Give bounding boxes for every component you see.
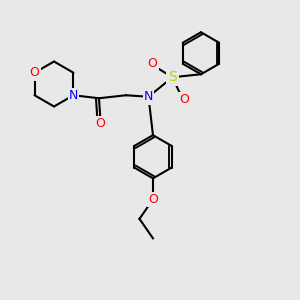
Text: S: S xyxy=(168,70,177,84)
Text: O: O xyxy=(148,193,158,206)
Text: O: O xyxy=(95,117,105,130)
Text: N: N xyxy=(69,89,78,102)
Text: O: O xyxy=(30,66,40,79)
Text: O: O xyxy=(179,93,189,106)
Text: N: N xyxy=(144,90,153,103)
Text: O: O xyxy=(147,57,157,70)
